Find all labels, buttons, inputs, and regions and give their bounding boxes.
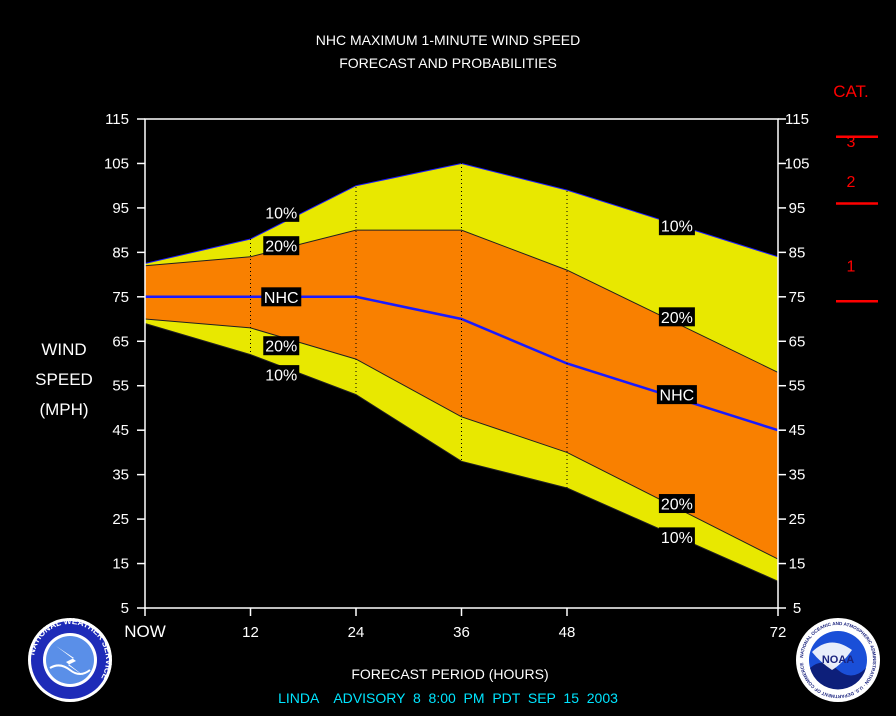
y-tick-label-left: 35	[112, 467, 129, 484]
series-label-box	[263, 202, 300, 222]
category-label: 1	[847, 259, 856, 276]
y-tick-label-left: 105	[104, 155, 129, 172]
series-label-box	[261, 287, 302, 307]
series-label-box	[658, 527, 695, 547]
y-tick-label-right: 5	[793, 600, 801, 617]
nws-logo: NATIONAL WEATHER SERVICE	[26, 616, 114, 702]
y-tick-label-left: 25	[112, 511, 129, 528]
y-tick-label-right: 15	[789, 556, 806, 573]
series-label-box	[658, 307, 695, 327]
y-tick-label-right: 25	[789, 511, 806, 528]
probability-label: 10%	[661, 530, 693, 547]
band-20-percent	[145, 230, 778, 560]
nhc-label: NHC	[264, 290, 299, 307]
probability-label: 10%	[265, 205, 297, 222]
series-label-box	[263, 236, 300, 256]
category-label: 3	[847, 134, 856, 151]
series-label-box	[263, 365, 300, 385]
nhc-label: NHC	[660, 388, 695, 405]
x-tick-label: NOW	[124, 622, 166, 641]
series-line-10pct-lower	[144, 323, 779, 582]
x-tick-label: 36	[453, 624, 470, 641]
series-label-box	[658, 494, 695, 514]
probability-label: 20%	[661, 497, 693, 514]
x-tick-label: 12	[242, 624, 259, 641]
y-tick-label-left: 85	[112, 244, 129, 261]
y-tick-label-left: 95	[112, 200, 129, 217]
y-tick-label-left: 15	[112, 556, 129, 573]
y-tick-label-left: 55	[112, 378, 129, 395]
y-axis-label-line2: SPEED	[35, 370, 93, 389]
series-label-box	[658, 216, 695, 236]
y-tick-label-left: 45	[112, 422, 129, 439]
series-line-20pct-upper	[144, 229, 779, 373]
probability-label: 20%	[661, 310, 693, 327]
noaa-wordmark: NOAA	[822, 654, 854, 666]
y-tick-label-right: 45	[789, 422, 806, 439]
chart-title-line2: FORECAST AND PROBABILITIES	[339, 55, 557, 71]
noaa-logo: NATIONAL OCEANIC AND ATMOSPHERIC ADMINIS…	[796, 618, 880, 702]
series-line-20pct-lower	[144, 318, 779, 560]
category-heading: CAT.	[833, 82, 869, 101]
probability-label: 10%	[661, 219, 693, 236]
x-tick-label: 48	[559, 624, 576, 641]
y-tick-label-right: 105	[784, 155, 809, 172]
y-tick-label-right: 95	[789, 200, 806, 217]
x-axis-label: FORECAST PERIOD (HOURS)	[351, 666, 548, 682]
series-label-box	[263, 336, 300, 356]
category-scale: CAT. 3 2 1	[833, 82, 878, 303]
y-axis-label-line3: (MPH)	[39, 400, 88, 419]
x-tick-label: 24	[348, 624, 365, 641]
y-tick-label-left: 5	[121, 600, 129, 617]
y-tick-label-right: 85	[789, 244, 806, 261]
y-tick-label-right: 75	[789, 289, 806, 306]
lightning-icon	[56, 646, 84, 676]
series-label-box	[656, 385, 697, 405]
category-label: 2	[847, 174, 856, 191]
probability-label: 20%	[265, 339, 297, 356]
series-line-10pct-upper	[144, 162, 779, 264]
probability-label: 10%	[265, 368, 297, 385]
y-tick-label-left: 65	[112, 333, 129, 350]
y-tick-label-left: 75	[112, 289, 129, 306]
y-tick-label-right: 55	[789, 378, 806, 395]
advisory-footer: LINDA ADVISORY 8 8:00 PM PDT SEP 15 2003	[278, 690, 618, 706]
y-tick-label-left: 115	[105, 111, 129, 128]
y-axis-label-line1: WIND	[41, 340, 86, 359]
probability-label: 20%	[265, 239, 297, 256]
nhc-forecast-line	[145, 295, 779, 432]
x-tick-label: 72	[770, 624, 787, 641]
chart-title-line1: NHC MAXIMUM 1-MINUTE WIND SPEED	[316, 32, 580, 48]
y-tick-label-right: 115	[785, 111, 809, 128]
y-tick-label-right: 65	[789, 333, 806, 350]
y-tick-label-right: 35	[789, 467, 806, 484]
